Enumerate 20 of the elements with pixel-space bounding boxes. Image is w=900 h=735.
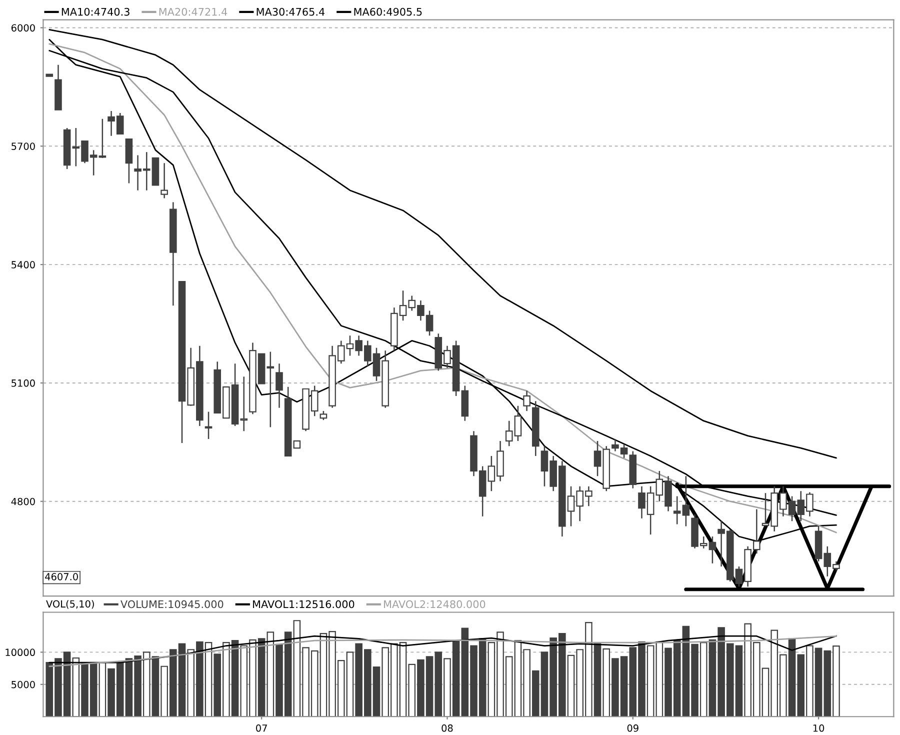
x-tick-label: 07 [256,724,267,732]
text: VOL(5,10) [46,600,94,609]
legend-label: MA60:4905.5 [354,8,422,16]
legend-label: VOLUME:10945.000 [120,600,224,608]
y-tick-label: 5000 [12,680,35,688]
legend-label: MA20:4721.4 [159,8,228,16]
legend-label: MA30:4765.4 [256,8,325,16]
x-tick-label: 09 [627,724,638,732]
x-tick-label: 10 [813,724,824,732]
x-tick-label: 08 [442,724,453,732]
y-tick-label: 4800 [11,498,35,506]
y-tick-label: 5100 [12,379,35,387]
legend-label: MAVOL1:12516.000 [253,600,354,608]
legend-label: MAVOL2:12480.000 [384,600,486,608]
y-tick-label: 6000 [11,24,35,32]
annotation: 4607.0 [45,573,78,580]
y-tick-label: 10000 [6,648,35,656]
legend-label: MA10:4740.3 [62,8,130,16]
y-tick-label: 5400 [12,261,35,268]
y-tick-label: 5700 [12,142,35,150]
